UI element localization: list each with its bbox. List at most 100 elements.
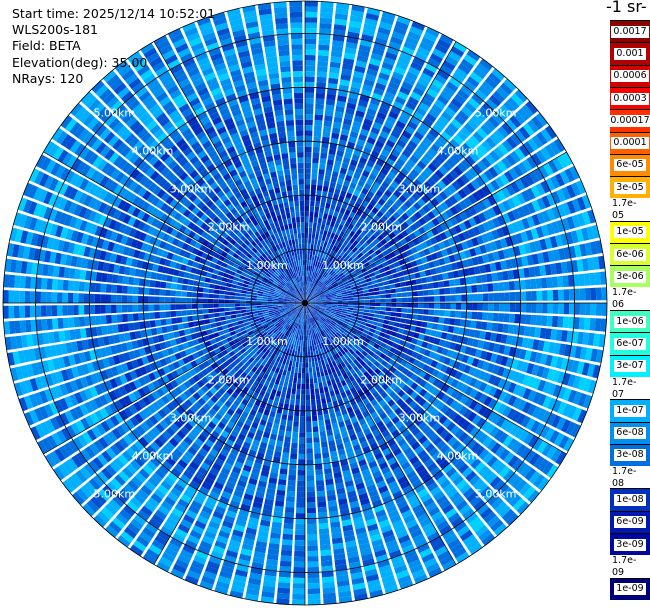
range-gate-cell <box>459 319 466 327</box>
range-gate-cell <box>482 283 488 292</box>
range-gate-cell <box>455 303 462 310</box>
range-gate-cell <box>369 234 377 241</box>
range-gate-cell <box>426 230 435 239</box>
range-gate-cell <box>340 326 346 332</box>
range-gate-cell <box>454 371 463 380</box>
range-gate-cell <box>277 385 283 392</box>
range-gate-cell <box>492 282 499 292</box>
range-gate-cell <box>475 275 482 284</box>
range-gate-cell <box>341 310 348 314</box>
range-gate-cell <box>351 81 362 89</box>
range-gate-cell <box>306 270 309 277</box>
range-gate-cell <box>396 303 403 308</box>
range-gate-cell <box>313 292 318 297</box>
range-gate-cell <box>369 328 376 334</box>
range-gate-cell <box>315 250 319 256</box>
range-gate-cell <box>347 97 358 105</box>
range-gate-cell <box>341 226 348 233</box>
range-gate-cell <box>311 283 315 289</box>
range-gate-cell <box>400 318 407 324</box>
range-gate-cell <box>476 312 483 320</box>
range-gate-cell <box>359 255 366 262</box>
range-gate-cell <box>310 304 316 306</box>
range-gate-cell <box>314 279 319 285</box>
range-gate-cell <box>480 274 488 283</box>
range-gate-cell <box>565 421 576 436</box>
range-gate-cell <box>391 298 397 303</box>
range-gate-cell <box>319 533 330 540</box>
range-gate-cell <box>546 193 556 206</box>
range-gate-cell <box>477 293 483 302</box>
range-gate-cell <box>566 216 576 230</box>
range-gate-cell <box>365 245 372 252</box>
range-gate-cell <box>315 305 321 307</box>
range-gate-cell <box>416 174 426 184</box>
range-gate-cell <box>335 323 342 328</box>
range-gate-cell <box>439 64 453 76</box>
range-gate-cell <box>389 316 396 322</box>
range-gate-cell <box>387 340 394 347</box>
range-gate-cell <box>436 214 445 224</box>
range-gate-cell <box>295 523 305 530</box>
range-gate-cell <box>534 327 541 338</box>
range-gate-cell <box>508 281 515 291</box>
range-gate-cell <box>468 217 477 227</box>
range-gate-cell <box>421 277 428 284</box>
range-gate-cell <box>310 301 316 303</box>
range-gate-cell <box>369 241 376 249</box>
range-gate-cell <box>331 320 337 325</box>
range-gate-cell <box>337 306 343 309</box>
range-gate-cell <box>439 33 454 45</box>
range-gate-cell <box>531 214 541 226</box>
range-gate-cell <box>295 345 299 351</box>
range-gate-cell <box>374 249 382 256</box>
range-gate-cell <box>371 279 378 285</box>
range-gate-cell <box>443 317 450 325</box>
range-gate-cell <box>523 267 530 278</box>
range-gate-cell <box>407 140 418 150</box>
range-gate-cell <box>503 78 517 92</box>
range-gate-cell <box>344 271 350 277</box>
range-gate-cell <box>299 356 303 363</box>
range-gate-cell <box>427 282 434 289</box>
range-gate-cell <box>326 301 332 303</box>
range-gate-cell <box>327 276 333 282</box>
range-gate-cell <box>393 228 401 236</box>
range-gate-cell <box>348 322 355 327</box>
range-gate-cell <box>476 359 485 369</box>
range-gate-cell <box>305 373 309 379</box>
range-gate-cell <box>439 288 445 295</box>
range-gate-cell <box>473 368 482 379</box>
range-gate-cell <box>425 113 437 123</box>
range-gate-cell <box>406 349 414 356</box>
range-gate-cell <box>336 255 342 261</box>
range-gate-cell <box>601 303 607 316</box>
range-gate-cell <box>448 279 455 287</box>
range-gate-cell <box>305 324 307 330</box>
range-gate-cell <box>308 287 311 293</box>
range-gate-cell <box>521 337 529 348</box>
range-gate-cell <box>444 106 456 118</box>
range-gate-cell <box>331 272 337 278</box>
range-gate-cell <box>256 307 263 311</box>
range-gate-cell <box>465 155 476 166</box>
range-gate-cell <box>332 193 339 201</box>
range-gate-cell <box>322 252 327 259</box>
range-gate-cell <box>290 355 294 361</box>
range-gate-cell <box>362 242 369 249</box>
range-gate-cell <box>502 405 512 417</box>
range-gate-cell <box>330 270 336 277</box>
range-gate-cell <box>340 74 352 81</box>
range-gate-cell <box>329 288 335 292</box>
range-gate-cell <box>497 202 507 214</box>
range-gate-cell <box>372 194 381 202</box>
range-gate-cell <box>310 271 314 277</box>
range-gate-cell <box>469 377 478 388</box>
range-gate-cell <box>305 200 310 206</box>
range-gate-cell <box>463 80 477 92</box>
range-gate-cell <box>423 290 429 296</box>
range-gate-cell <box>340 219 346 226</box>
range-gate-cell <box>353 256 360 262</box>
range-gate-cell <box>435 250 444 259</box>
range-gate-cell <box>355 258 362 265</box>
